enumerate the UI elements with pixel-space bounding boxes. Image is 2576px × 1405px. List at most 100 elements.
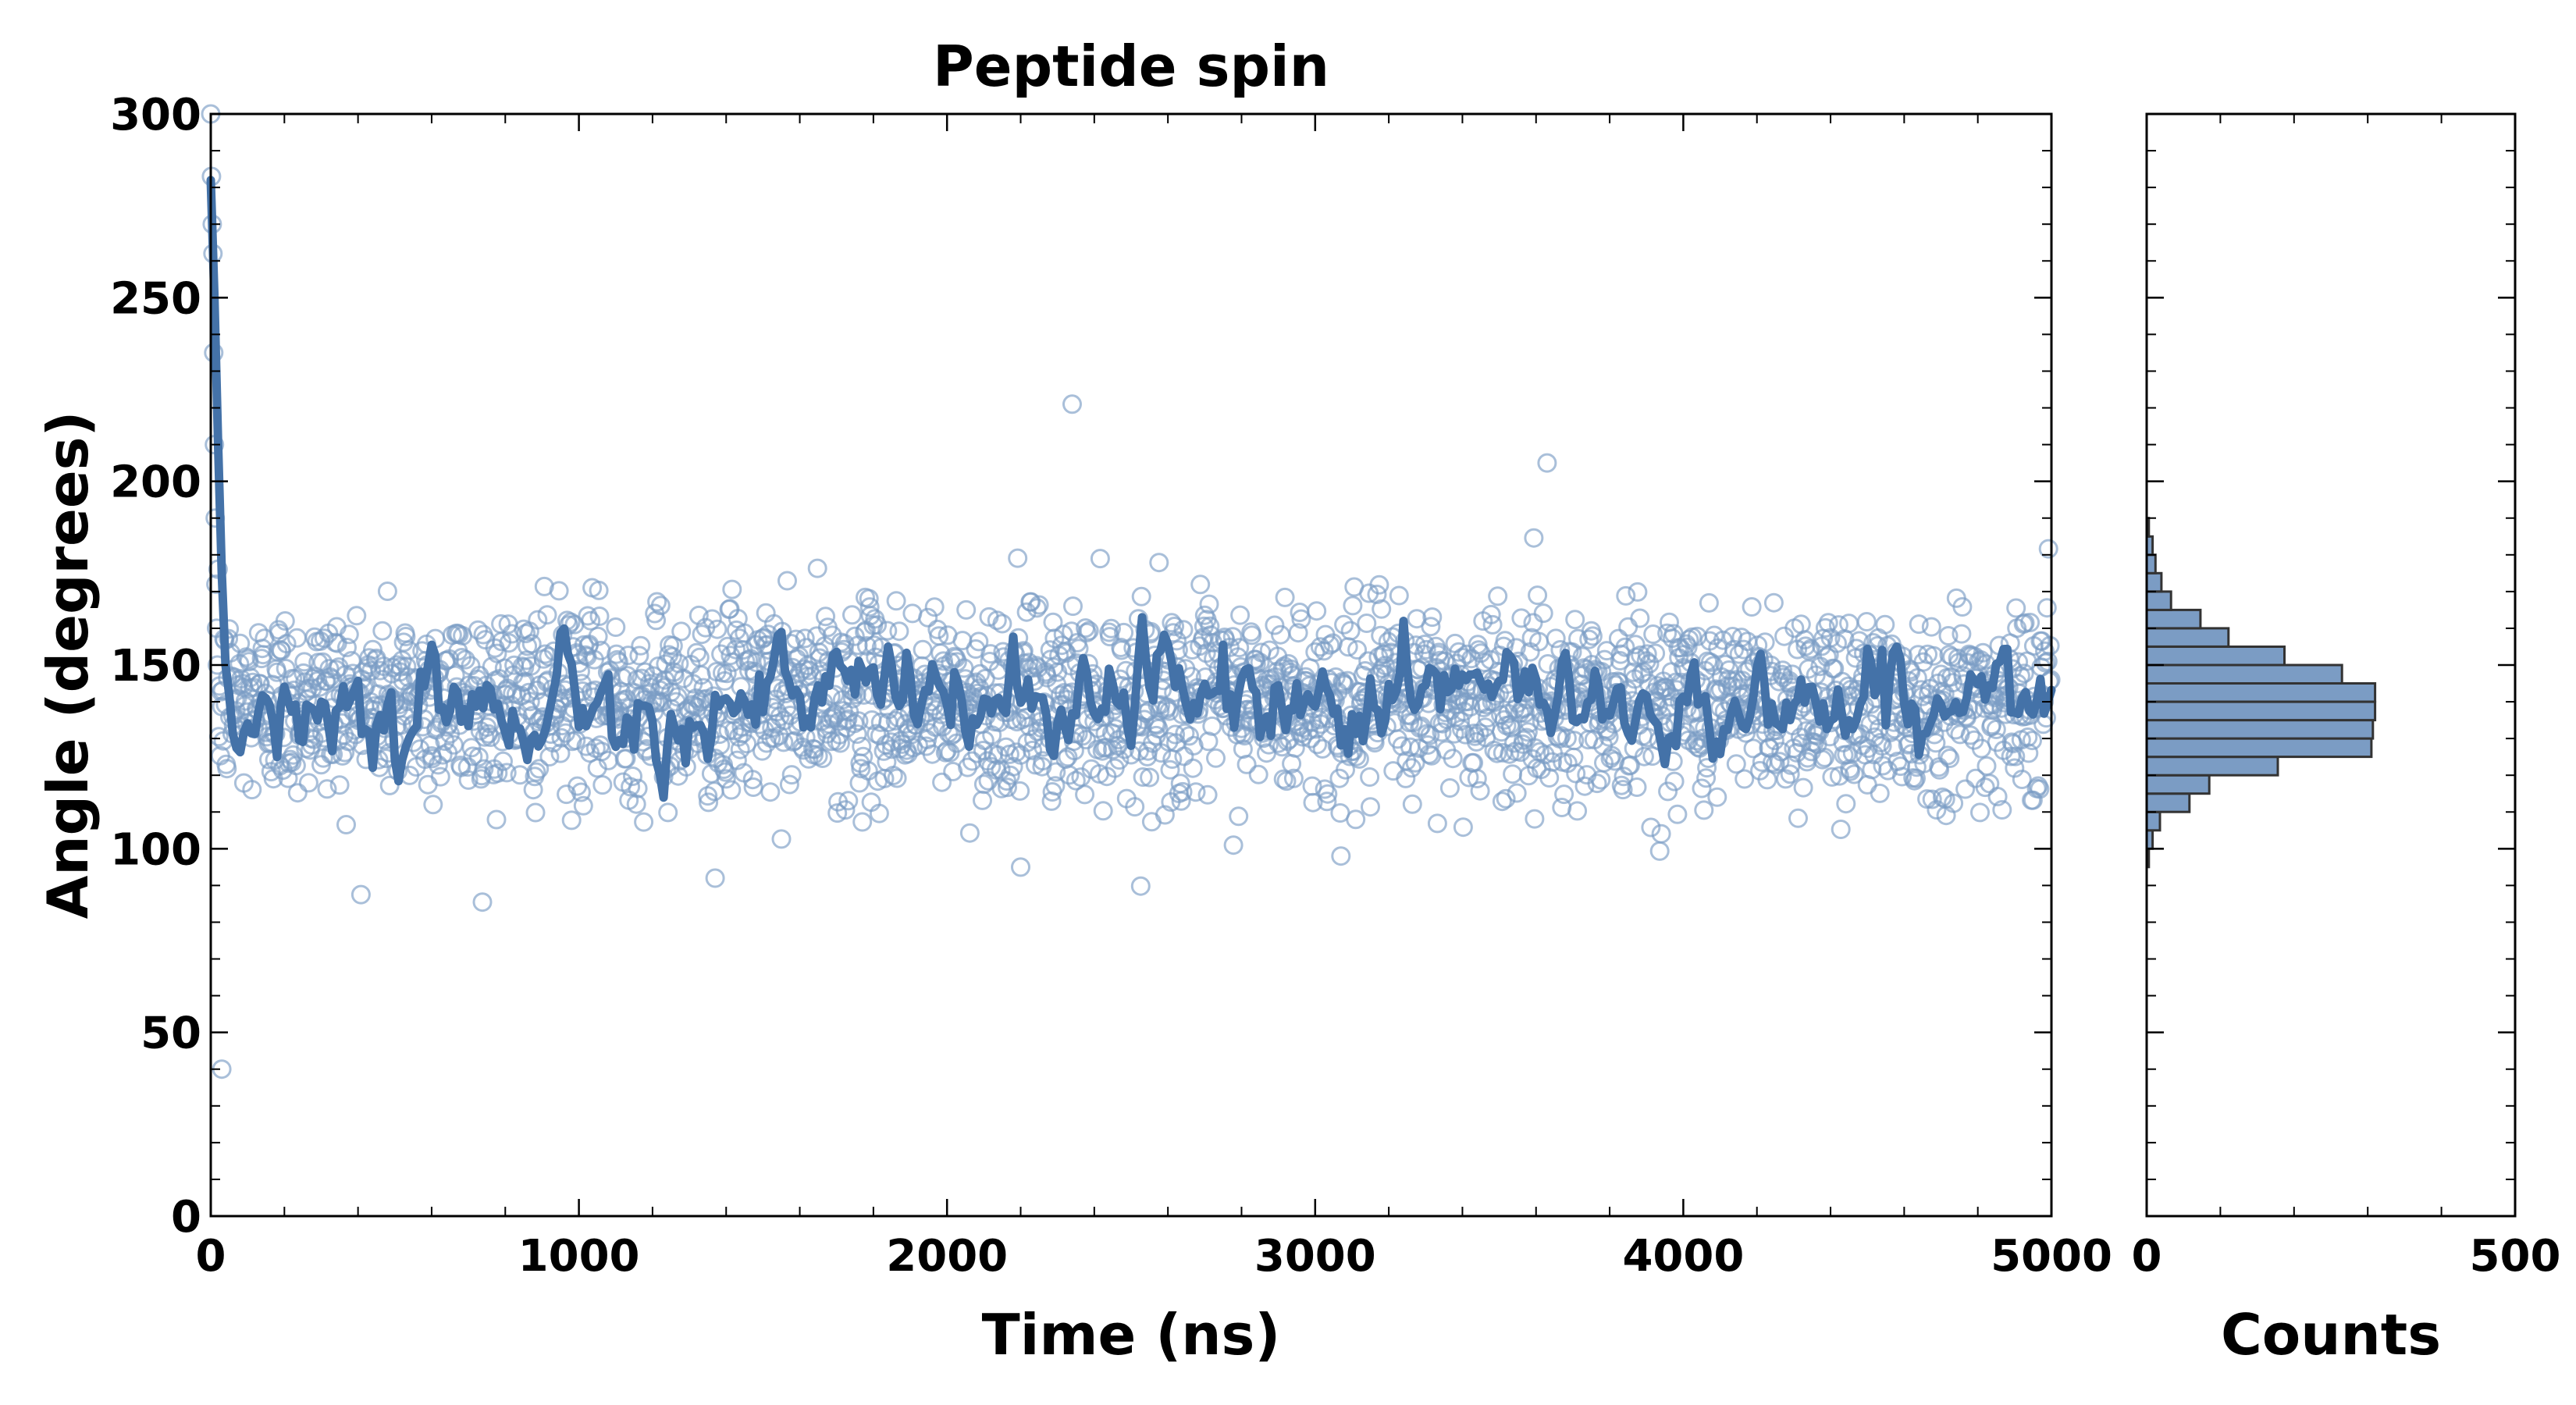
scatter-point — [715, 762, 735, 782]
scatter-point — [859, 597, 880, 617]
scatter-point — [1343, 596, 1363, 616]
scatter-point — [1291, 609, 1311, 629]
scatter-point — [1306, 719, 1326, 739]
scatter-point — [1045, 776, 1066, 796]
scatter-point — [1190, 574, 1211, 595]
scatter-point — [1839, 614, 1859, 634]
scatter-point — [1229, 638, 1250, 658]
scatter-point — [551, 727, 571, 748]
scatter-point — [1940, 749, 1960, 768]
scatter-point — [520, 692, 540, 712]
scatter-point — [889, 621, 909, 642]
scatter-point — [1696, 768, 1717, 788]
scatter-point — [1471, 643, 1491, 663]
scatter-point — [1159, 701, 1179, 721]
scatter-point — [1831, 820, 1851, 839]
scatter-point — [1776, 769, 1795, 789]
scatter-point — [781, 765, 802, 785]
scatter-point — [623, 767, 642, 786]
scatter-point — [1726, 754, 1746, 774]
scatter-point — [1625, 635, 1646, 655]
scatter-point — [1230, 605, 1251, 625]
scatter-point — [463, 746, 483, 767]
scatter-point — [1179, 726, 1199, 746]
scatter-point — [883, 766, 903, 785]
scatter-point — [1029, 595, 1049, 615]
scatter-point — [1283, 768, 1304, 788]
scatter-point — [606, 617, 626, 637]
scatter-point — [1822, 767, 1842, 787]
scatter-point — [1841, 761, 1860, 781]
scatter-point — [1627, 777, 1647, 797]
scatter-point — [1765, 754, 1785, 774]
scatter-point — [1033, 751, 1053, 771]
scatter-point — [1109, 750, 1130, 770]
scatter-point — [1171, 791, 1191, 811]
scatter-point — [561, 810, 582, 831]
scatter-point — [2012, 770, 2032, 789]
scatter-point — [1926, 733, 1946, 753]
scatter-point — [1952, 597, 1973, 617]
scatter-point — [1517, 722, 1538, 742]
scatter-point — [1646, 643, 1666, 663]
histogram-bar — [2145, 608, 2202, 630]
scatter-point — [631, 635, 651, 656]
histogram-x-tick-labels: 0 500 — [2132, 1231, 2561, 1282]
scatter-point — [516, 624, 536, 644]
scatter-point — [1799, 641, 1820, 661]
scatter-point — [428, 755, 448, 775]
scatter-point — [1453, 817, 1473, 838]
scatter-point — [1511, 608, 1532, 628]
y-tick-label: 150 — [110, 641, 201, 692]
histogram-bar — [2145, 571, 2163, 593]
scatter-point — [592, 775, 613, 795]
scatter-point — [1649, 841, 1670, 861]
scatter-point — [1288, 623, 1308, 643]
scatter-point — [1008, 548, 1028, 568]
scatter-point — [589, 606, 610, 626]
scatter-point — [1450, 711, 1471, 731]
scatter-point — [886, 591, 906, 611]
scatter-point — [1468, 640, 1489, 660]
scatter-point — [2014, 663, 2034, 684]
scatter-point — [1336, 759, 1355, 780]
scatter-point — [1564, 731, 1585, 751]
scatter-point — [1340, 621, 1361, 641]
scatter-point — [399, 640, 419, 660]
scatter-point — [1538, 654, 1558, 674]
scatter-point — [1770, 752, 1790, 772]
scatter-point — [842, 605, 862, 625]
scatter-point — [1010, 781, 1030, 801]
scatter-point — [847, 724, 867, 744]
scatter-point — [1165, 724, 1186, 745]
scatter-point — [851, 759, 871, 779]
scatter-point — [396, 627, 416, 646]
scatter-point — [314, 628, 334, 649]
scatter-point — [1542, 752, 1562, 772]
scatter-point — [1346, 809, 1366, 830]
scatter-point — [468, 620, 488, 640]
y-tick-label: 50 — [141, 1008, 201, 1059]
scatter-point — [1369, 574, 1389, 595]
scatter-point — [1992, 800, 2012, 820]
histogram-panel: 0 500 Counts — [2132, 112, 2561, 1368]
scatter-point — [1870, 783, 1890, 803]
scatter-point — [1059, 765, 1080, 785]
scatter-point — [1735, 769, 1755, 789]
scatter-point — [729, 628, 749, 649]
scatter-point — [1773, 660, 1793, 681]
scatter-point — [1921, 617, 1941, 637]
scatter-point — [777, 571, 797, 591]
running-average-line — [206, 176, 2056, 802]
scatter-point — [1172, 781, 1193, 802]
histogram-bar — [2145, 737, 2373, 759]
scatter-point — [526, 762, 546, 782]
scatter-point — [1987, 787, 2008, 806]
scatter-point — [618, 646, 639, 666]
scatter-point — [973, 774, 994, 795]
scatter-point — [1416, 639, 1436, 660]
scatter-point — [836, 710, 856, 731]
scatter-point — [573, 795, 593, 816]
scatter-point — [1347, 640, 1368, 660]
scatter-point — [1503, 764, 1523, 784]
